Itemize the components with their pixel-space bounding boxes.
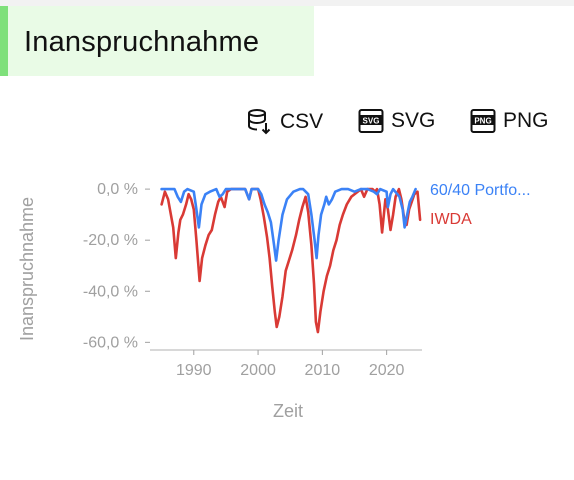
svg-label: SVG <box>391 109 436 132</box>
series-line-portfolio <box>160 187 417 262</box>
svg-text:PNG: PNG <box>474 117 491 126</box>
page-title: Inanspruchnahme <box>24 26 260 58</box>
png-export-button[interactable]: PNG PNG <box>470 108 549 134</box>
y-tick-label: -20,0 % <box>83 232 138 249</box>
y-tick-label: 0,0 % <box>97 181 138 198</box>
svg-text:SVG: SVG <box>363 117 380 126</box>
svg-export-button[interactable]: SVG SVG <box>358 108 435 134</box>
plot-area <box>160 187 422 334</box>
png-label: PNG <box>503 109 549 132</box>
series-line-iwda <box>160 187 422 334</box>
database-download-icon <box>247 108 273 136</box>
y-axis-title: Inanspruchnahme <box>17 197 37 341</box>
x-tick-label: 1990 <box>176 362 212 379</box>
png-file-icon: PNG <box>470 108 496 134</box>
x-axis: 1990 2000 2010 2020 <box>150 349 422 379</box>
legend-item-portfolio[interactable]: 60/40 Portfo... <box>430 182 531 199</box>
y-tick-label: -60,0 % <box>83 334 138 351</box>
y-axis: 0,0 % -20,0 % -40,0 % -60,0 % <box>83 181 150 351</box>
csv-export-button[interactable]: CSV <box>247 108 323 136</box>
drawdown-chart: 0,0 % -20,0 % -40,0 % -60,0 % 1990 2000 2010 2… <box>17 181 531 421</box>
legend[interactable]: 60/40 Portfo... IWDA <box>430 182 531 228</box>
x-axis-title: Zeit <box>273 401 303 421</box>
csv-label: CSV <box>280 110 324 133</box>
x-tick-label: 2010 <box>305 362 341 379</box>
svg-file-icon: SVG <box>358 108 384 134</box>
title-accent-bar <box>0 6 8 76</box>
title-banner: Inanspruchnahme <box>0 6 314 76</box>
x-tick-label: 2020 <box>369 362 405 379</box>
legend-item-iwda[interactable]: IWDA <box>430 211 472 228</box>
y-tick-label: -40,0 % <box>83 283 138 300</box>
top-strip <box>0 0 574 6</box>
x-tick-label: 2000 <box>240 362 276 379</box>
